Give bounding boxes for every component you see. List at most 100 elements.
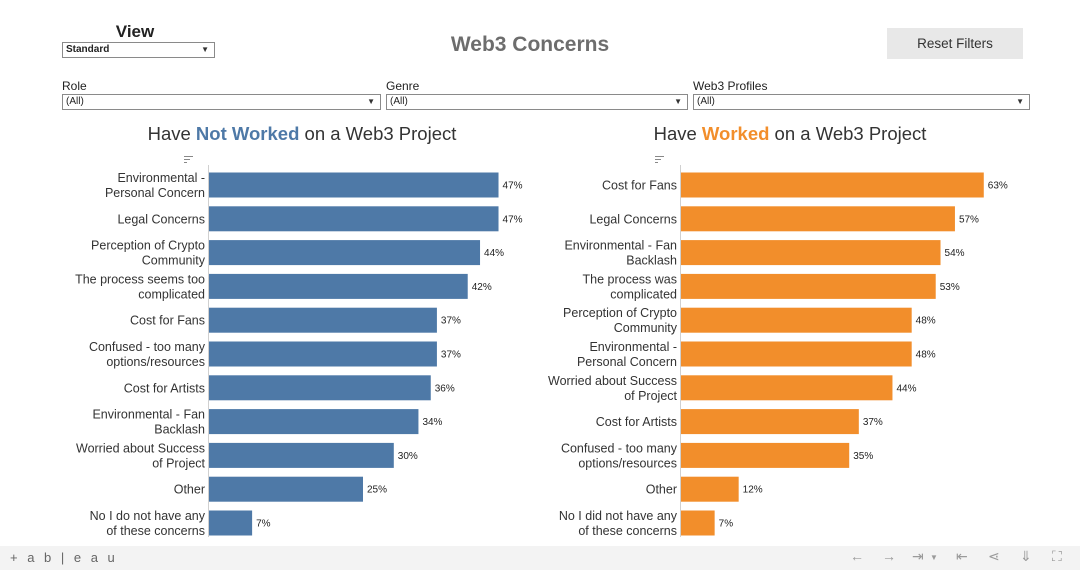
right-title-post: on a Web3 Project — [769, 123, 927, 144]
bar[interactable] — [681, 510, 715, 536]
data-label: 34% — [422, 417, 442, 428]
data-label: 54% — [945, 248, 965, 259]
bar[interactable] — [209, 307, 437, 333]
pause-icon[interactable]: ⇤ — [956, 548, 968, 564]
bar[interactable] — [681, 476, 739, 502]
bar[interactable] — [681, 375, 893, 401]
bar[interactable] — [681, 172, 984, 198]
category-label: No I do not have any of these concerns — [90, 509, 206, 538]
data-label: 44% — [896, 383, 916, 394]
bar[interactable] — [681, 240, 941, 266]
data-label: 12% — [743, 485, 763, 496]
genre-filter-select[interactable]: (All) ▼ — [386, 94, 688, 110]
category-label: Environmental -Personal Concern — [577, 340, 677, 369]
category-label: No I did not have any of these concerns — [559, 509, 678, 538]
bar[interactable] — [209, 172, 499, 198]
category-label: Worried about Success of Project — [548, 374, 678, 403]
data-label: 44% — [484, 248, 504, 259]
bar[interactable] — [209, 510, 253, 536]
data-label: 36% — [435, 383, 455, 394]
revert-icon[interactable]: ⇥ — [912, 548, 924, 564]
genre-filter-label: Genre — [386, 79, 420, 93]
data-label: 7% — [719, 519, 734, 530]
sort-icon[interactable] — [655, 156, 664, 165]
data-label: 63% — [988, 181, 1008, 192]
bar[interactable] — [209, 409, 419, 435]
tableau-logo-text: + a b | e a u — [10, 550, 118, 565]
right-title-highlight: Worked — [701, 123, 770, 144]
bar[interactable] — [209, 341, 437, 367]
data-label: 47% — [503, 181, 523, 192]
right-chart-title: Have Worked on a Web3 Project — [550, 123, 1030, 145]
dashboard-title: Web3 Concerns — [450, 33, 610, 56]
view-select-value: Standard — [66, 44, 110, 55]
category-label: Cost for Artists — [124, 381, 205, 395]
bar[interactable] — [209, 375, 431, 401]
download-icon[interactable]: ⇓ — [1020, 548, 1032, 564]
data-label: 57% — [959, 214, 979, 225]
category-label: Perception of Crypto Community — [563, 306, 678, 335]
fullscreen-icon[interactable]: ⛶ — [1052, 548, 1062, 564]
data-label: 35% — [853, 451, 873, 462]
reset-filters-button[interactable]: Reset Filters — [887, 28, 1023, 59]
category-label: Environmental - Fan Backlash — [92, 408, 205, 437]
bar[interactable] — [681, 341, 912, 367]
undo-icon[interactable]: ← — [850, 548, 864, 564]
category-label: Environmental - Fan Backlash — [564, 239, 677, 268]
category-label: Confused - too many options/resources — [89, 340, 206, 369]
genre-filter-value: (All) — [390, 96, 408, 107]
left-title-highlight: Not Worked — [195, 123, 300, 144]
category-label: The process seems too complicated — [75, 272, 205, 301]
data-label: 37% — [863, 417, 883, 428]
bar[interactable] — [681, 409, 859, 435]
chevron-down-icon[interactable]: ▼ — [930, 553, 938, 562]
chevron-down-icon: ▼ — [674, 97, 682, 106]
sort-icon[interactable] — [184, 156, 193, 165]
data-label: 7% — [256, 519, 271, 530]
data-label: 53% — [940, 282, 960, 293]
bar[interactable] — [209, 206, 499, 232]
footer-toolbar — [0, 546, 1080, 570]
role-filter-select[interactable]: (All) ▼ — [62, 94, 381, 110]
role-filter-label: Role — [62, 79, 87, 93]
data-label: 47% — [503, 214, 523, 225]
bar[interactable] — [209, 240, 481, 266]
data-label: 48% — [916, 350, 936, 361]
web3-profiles-filter-label: Web3 Profiles — [693, 79, 768, 93]
web3-profiles-filter-select[interactable]: (All) ▼ — [693, 94, 1030, 110]
chevron-down-icon: ▼ — [201, 45, 209, 54]
data-label: 30% — [398, 451, 418, 462]
not-worked-bar-chart: Environmental -Personal Concern 47% Legal … — [75, 165, 523, 538]
data-label: 25% — [367, 485, 387, 496]
bar[interactable] — [209, 476, 363, 502]
share-icon[interactable]: ⋖ — [988, 548, 1000, 564]
category-label: Environmental -Personal Concern — [105, 171, 205, 200]
bar[interactable] — [209, 273, 468, 299]
category-label: Legal Concerns — [589, 212, 677, 226]
category-label: Confused - too many options/resources — [561, 441, 678, 470]
view-label: View — [115, 22, 155, 41]
bar[interactable] — [681, 206, 955, 232]
category-label: The process was complicated — [583, 272, 678, 301]
bar[interactable] — [681, 307, 912, 333]
bar[interactable] — [681, 273, 936, 299]
left-title-post: on a Web3 Project — [299, 123, 457, 144]
category-label: Cost for Artists — [596, 415, 677, 429]
redo-icon[interactable]: → — [882, 548, 896, 564]
bar[interactable] — [209, 442, 394, 468]
category-label: Cost for Fans — [130, 314, 205, 328]
category-label: Other — [646, 483, 677, 497]
category-label: Cost for Fans — [602, 179, 677, 193]
chevron-down-icon: ▼ — [367, 97, 375, 106]
bar[interactable] — [681, 442, 850, 468]
tableau-logo-icon[interactable]: + a b | e a u — [10, 550, 118, 565]
data-label: 37% — [441, 316, 461, 327]
data-label: 42% — [472, 282, 492, 293]
category-label: Perception of Crypto Community — [91, 239, 206, 268]
right-title-pre: Have — [653, 123, 702, 144]
view-select[interactable]: Standard ▼ — [62, 42, 215, 58]
category-label: Worried about Success of Project — [76, 441, 206, 470]
data-label: 48% — [916, 316, 936, 327]
data-label: 37% — [441, 350, 461, 361]
chevron-down-icon: ▼ — [1016, 97, 1024, 106]
